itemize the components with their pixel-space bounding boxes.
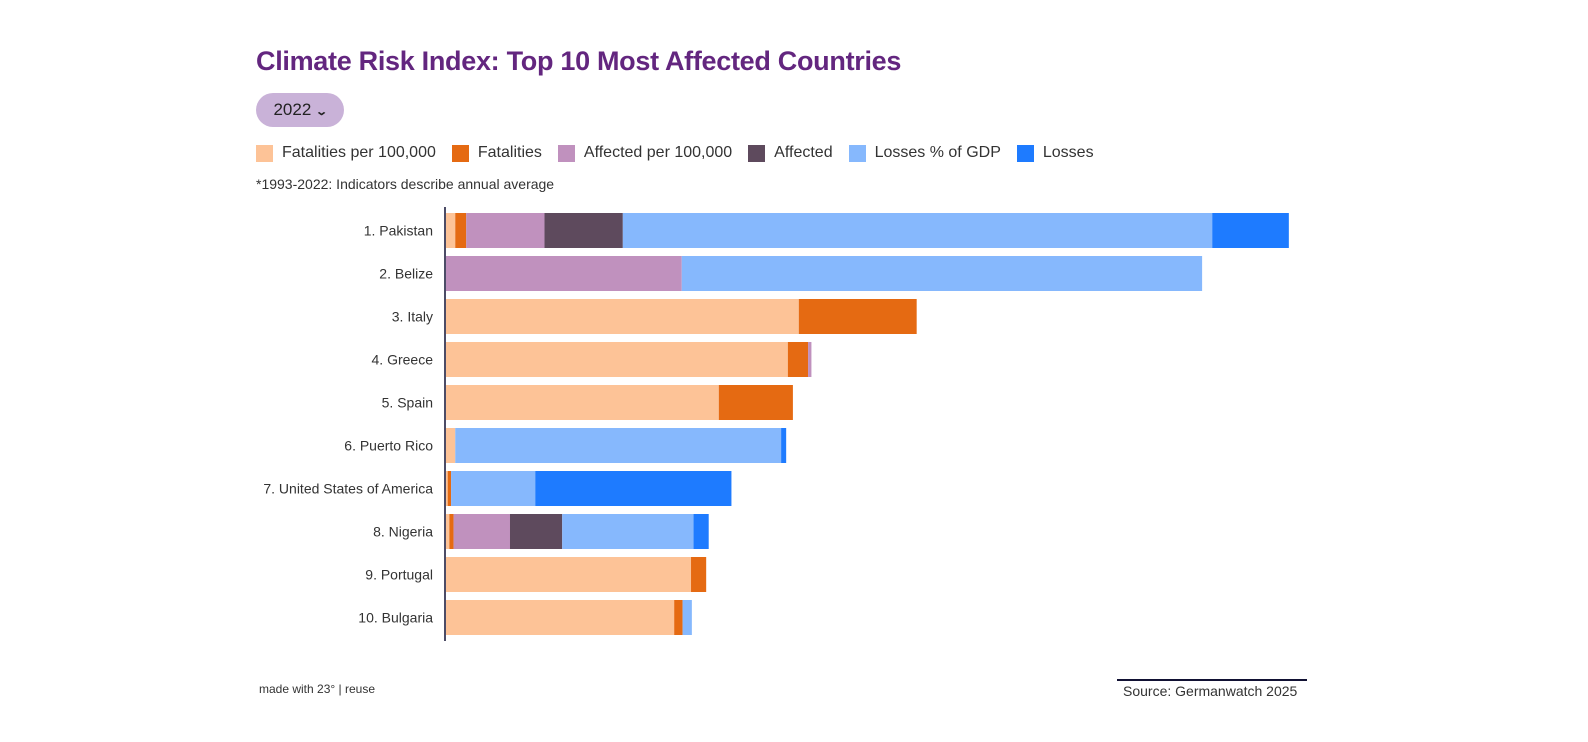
bar-segment[interactable] bbox=[451, 471, 536, 506]
bar-segment[interactable] bbox=[446, 256, 682, 291]
bar-segment[interactable] bbox=[544, 213, 623, 248]
category-label: 2. Belize bbox=[379, 266, 433, 282]
legend-label: Fatalities bbox=[477, 144, 542, 161]
legend-swatch bbox=[256, 144, 273, 162]
bar-segment[interactable] bbox=[446, 213, 456, 248]
reuse-link[interactable]: reuse bbox=[344, 682, 376, 696]
bar-segment[interactable] bbox=[674, 600, 683, 635]
bar-segment[interactable] bbox=[622, 213, 1213, 248]
legend-swatch bbox=[748, 144, 766, 162]
category-label: 8. Nigeria bbox=[373, 524, 433, 540]
chevron-down-icon: ⌄ bbox=[315, 105, 329, 118]
bar-segment[interactable] bbox=[446, 385, 719, 420]
legend-label: Affected bbox=[774, 144, 833, 161]
year-dropdown[interactable]: 2022 ⌄ bbox=[256, 93, 344, 127]
bar-segment[interactable] bbox=[446, 557, 692, 592]
bar-segment[interactable] bbox=[562, 514, 694, 549]
chart-title: Climate Risk Index: Top 10 Most Affected… bbox=[256, 46, 902, 76]
credit-separator: | bbox=[338, 682, 342, 696]
legend-item[interactable]: Losses % of GDP bbox=[848, 144, 1001, 162]
category-label: 6. Puerto Rico bbox=[344, 438, 433, 454]
bar-segment[interactable] bbox=[449, 514, 454, 549]
source-note: Source: Germanwatch 2025 bbox=[1117, 679, 1307, 699]
legend-item[interactable]: Affected per 100,000 bbox=[557, 144, 733, 162]
bar-segment[interactable] bbox=[682, 600, 692, 635]
category-label: 1. Pakistan bbox=[364, 223, 433, 239]
bar-segment[interactable] bbox=[446, 342, 788, 377]
legend-label: Losses % of GDP bbox=[874, 144, 1001, 161]
legend-item[interactable]: Losses bbox=[1016, 144, 1094, 162]
legend-item[interactable]: Affected bbox=[748, 144, 833, 162]
bar-segment[interactable] bbox=[446, 428, 456, 463]
bar-segment[interactable] bbox=[455, 213, 467, 248]
legend: Fatalities per 100,000 Fatalities Affected… bbox=[256, 144, 1110, 162]
bar-segment[interactable] bbox=[693, 514, 709, 549]
category-label: 10. Bulgaria bbox=[358, 610, 433, 626]
legend-swatch bbox=[848, 144, 866, 162]
category-label: 9. Portugal bbox=[365, 567, 433, 583]
category-labels-layer: 1. Pakistan 2. Belize 3. Italy 4. Greece 5. … bbox=[263, 223, 433, 626]
category-label: 5. Spain bbox=[382, 395, 433, 411]
bar-segment[interactable] bbox=[535, 471, 732, 506]
legend-item[interactable]: Fatalities per 100,000 bbox=[256, 144, 436, 162]
bar-segment[interactable] bbox=[1212, 213, 1289, 248]
chart-note: *1993-2022: Indicators describe annual a… bbox=[256, 176, 555, 192]
bar-segment[interactable] bbox=[447, 471, 452, 506]
bar-segment[interactable] bbox=[446, 299, 799, 334]
bar-segment[interactable] bbox=[787, 342, 809, 377]
bar-segment[interactable] bbox=[781, 428, 787, 463]
made-with-link[interactable]: made with 23° bbox=[259, 682, 336, 696]
bar-segment[interactable] bbox=[681, 256, 1203, 291]
bar-segment[interactable] bbox=[453, 514, 510, 549]
bar-segment[interactable] bbox=[446, 514, 450, 549]
legend-label: Losses bbox=[1042, 144, 1094, 161]
bar-segment[interactable] bbox=[446, 471, 448, 506]
year-dropdown-value: 2022 bbox=[273, 100, 312, 119]
bar-segment[interactable] bbox=[466, 213, 545, 248]
category-label: 7. United States of America bbox=[263, 481, 433, 497]
bars-layer bbox=[446, 213, 1289, 635]
legend-item[interactable]: Fatalities bbox=[451, 144, 542, 162]
category-label: 3. Italy bbox=[392, 309, 433, 325]
bar-segment[interactable] bbox=[691, 557, 707, 592]
category-label: 4. Greece bbox=[372, 352, 434, 368]
bar-segment[interactable] bbox=[798, 299, 917, 334]
legend-label: Fatalities per 100,000 bbox=[282, 144, 436, 161]
bar-segment[interactable] bbox=[718, 385, 793, 420]
bar-segment[interactable] bbox=[808, 342, 812, 377]
legend-swatch bbox=[1016, 144, 1034, 162]
bar-segment[interactable] bbox=[446, 600, 675, 635]
bar-segment[interactable] bbox=[455, 428, 782, 463]
credit: made with 23° | reuse bbox=[259, 682, 375, 696]
legend-label: Affected per 100,000 bbox=[583, 144, 733, 161]
bar-segment[interactable] bbox=[509, 514, 563, 549]
legend-swatch bbox=[557, 144, 575, 162]
legend-swatch bbox=[451, 144, 469, 162]
